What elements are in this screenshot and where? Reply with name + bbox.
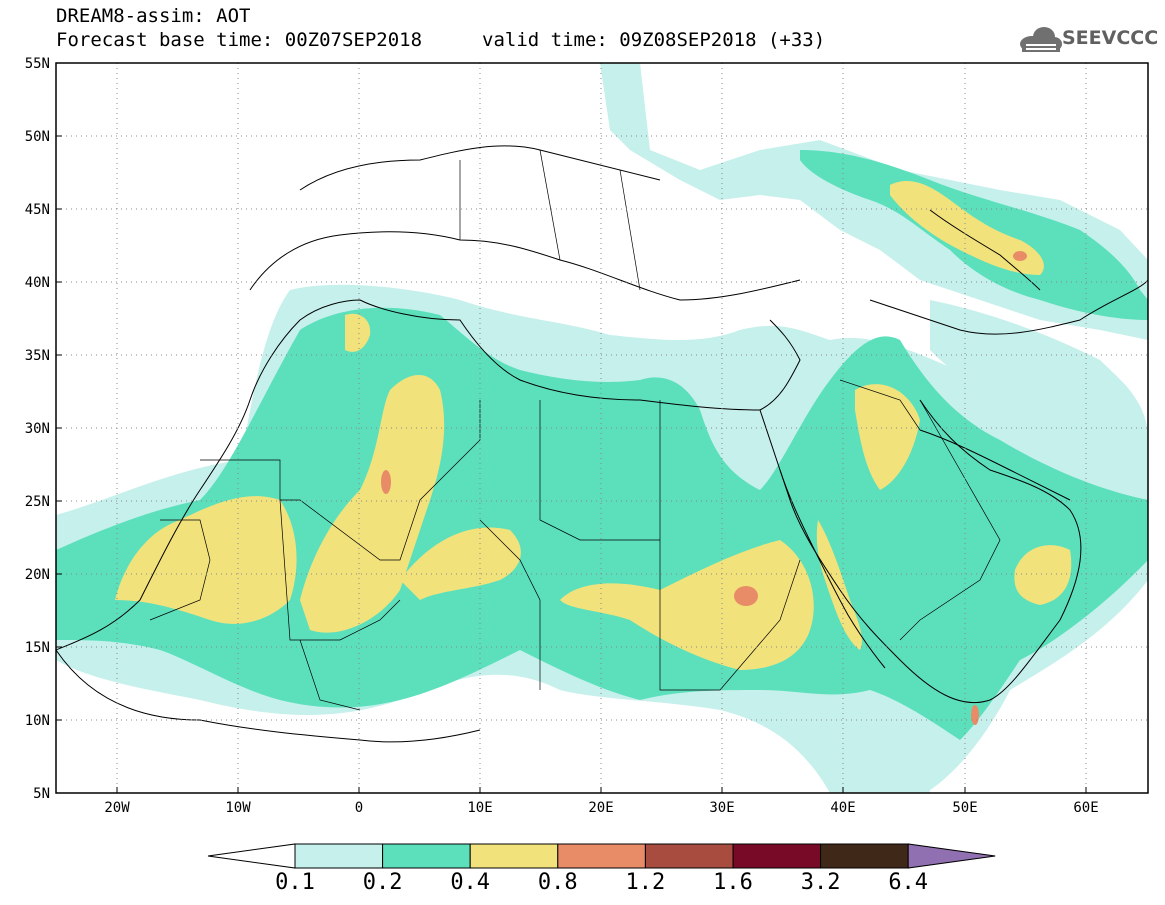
colorbar-segment bbox=[732, 843, 822, 869]
logo-text: SEEVCCC bbox=[1062, 27, 1159, 49]
colorbar-segment bbox=[469, 843, 559, 869]
aot-level-0.4-sudan bbox=[560, 540, 814, 670]
aot-level-0.8-algeria bbox=[381, 470, 391, 494]
colorbar-tick-label: 1.6 bbox=[713, 870, 753, 895]
lon-label: 20E bbox=[588, 800, 613, 816]
aot-field bbox=[56, 63, 1148, 793]
lat-label: 20N bbox=[25, 567, 50, 583]
lon-label: 50E bbox=[952, 800, 977, 816]
lat-label: 35N bbox=[25, 348, 50, 364]
colorbar bbox=[207, 843, 996, 869]
lat-label: 10N bbox=[25, 713, 50, 729]
colorbar-segment bbox=[644, 843, 734, 869]
aot-level-0.4-oman bbox=[1014, 545, 1072, 605]
colorbar-tick-label: 0.4 bbox=[450, 870, 491, 895]
lat-label: 55N bbox=[25, 56, 50, 72]
colorbar-tick-label: 6.4 bbox=[888, 870, 929, 895]
lat-label: 40N bbox=[25, 275, 50, 291]
lon-label: 30E bbox=[709, 800, 734, 816]
colorbar-segment bbox=[557, 843, 646, 869]
base-time: Forecast base time: 00Z07SEP2018 bbox=[56, 29, 423, 51]
colorbar-over-arrow bbox=[907, 843, 996, 869]
aot-level-0.4-chad bbox=[400, 527, 521, 600]
colorbar-segment bbox=[382, 843, 471, 869]
colorbar-tick-label: 1.2 bbox=[625, 870, 666, 895]
aot-level-0.8-caspian bbox=[1013, 251, 1027, 261]
aot-level-0.4-west bbox=[115, 496, 297, 624]
lat-label: 15N bbox=[25, 640, 50, 656]
coastlines bbox=[56, 145, 1148, 743]
lon-labels: 20W 10W 0 10E 20E 30E 40E 50E 60E bbox=[104, 800, 1098, 816]
tick-marks bbox=[56, 62, 1087, 793]
aot-level-0.4-arabia bbox=[855, 384, 920, 490]
lon-label: 10E bbox=[467, 800, 492, 816]
colorbar-tick-label: 0.1 bbox=[275, 870, 315, 895]
colorbar-tick-label: 3.2 bbox=[800, 870, 841, 895]
colorbar-segment bbox=[820, 843, 909, 869]
aot-level-0.4-central bbox=[300, 375, 445, 633]
lon-label: 10W bbox=[225, 800, 251, 816]
colorbar-under-arrow bbox=[207, 843, 296, 869]
lat-label: 5N bbox=[33, 786, 50, 802]
graticule bbox=[56, 63, 1148, 793]
lon-label: 0 bbox=[355, 800, 363, 816]
aot-level-0.1-east bbox=[930, 300, 1148, 470]
lat-label: 25N bbox=[25, 494, 50, 510]
colorbar-tick-label: 0.2 bbox=[362, 870, 403, 895]
lon-label: 40E bbox=[830, 800, 855, 816]
lon-label: 20W bbox=[104, 800, 130, 816]
lat-labels: 55N 50N 45N 40N 35N 30N 25N 20N 15N 10N … bbox=[25, 56, 50, 802]
colorbar-tick-label: 0.8 bbox=[537, 870, 578, 895]
valid-time: valid time: 09Z08SEP2018 (+33) bbox=[482, 29, 826, 51]
lon-label: 60E bbox=[1073, 800, 1098, 816]
lat-label: 45N bbox=[25, 202, 50, 218]
lat-label: 30N bbox=[25, 421, 50, 437]
aot-level-0.8-somalia bbox=[971, 705, 979, 725]
chart-title: DREAM8-assim: AOT bbox=[56, 5, 251, 27]
logo bbox=[1020, 27, 1062, 52]
aot-level-0.4-morocco bbox=[345, 313, 371, 352]
borders bbox=[149, 149, 1001, 711]
cloud-icon bbox=[1020, 27, 1062, 52]
aot-level-0.4-redsea bbox=[816, 520, 862, 650]
aot-level-0.8-sudan bbox=[734, 586, 758, 606]
lat-label: 50N bbox=[25, 129, 50, 145]
aot-level-0.4-caspian bbox=[890, 180, 1044, 275]
colorbar-segment bbox=[294, 843, 384, 869]
